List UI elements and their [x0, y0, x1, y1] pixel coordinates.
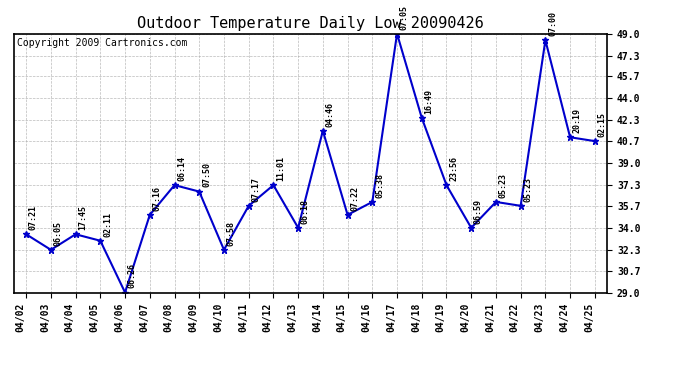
- Text: 11:01: 11:01: [276, 156, 285, 181]
- Text: 07:16: 07:16: [152, 186, 161, 211]
- Text: 07:17: 07:17: [251, 177, 260, 202]
- Text: 17:45: 17:45: [79, 205, 88, 230]
- Text: 06:59: 06:59: [474, 199, 483, 223]
- Text: 06:05: 06:05: [54, 220, 63, 246]
- Text: 07:50: 07:50: [202, 162, 211, 188]
- Text: 04:46: 04:46: [326, 102, 335, 127]
- Text: 16:49: 16:49: [424, 88, 433, 114]
- Text: 07:05: 07:05: [400, 4, 408, 30]
- Text: 07:58: 07:58: [227, 220, 236, 246]
- Text: 05:23: 05:23: [524, 177, 533, 202]
- Text: 06:14: 06:14: [177, 156, 186, 181]
- Text: 06:18: 06:18: [301, 199, 310, 223]
- Text: 05:38: 05:38: [375, 173, 384, 198]
- Text: 06:26: 06:26: [128, 263, 137, 288]
- Text: Copyright 2009 Cartronics.com: Copyright 2009 Cartronics.com: [17, 38, 187, 48]
- Text: 02:15: 02:15: [598, 112, 607, 137]
- Text: 07:00: 07:00: [548, 11, 557, 36]
- Title: Outdoor Temperature Daily Low 20090426: Outdoor Temperature Daily Low 20090426: [137, 16, 484, 31]
- Text: 07:22: 07:22: [351, 186, 359, 211]
- Text: 20:19: 20:19: [573, 108, 582, 133]
- Text: 02:11: 02:11: [103, 211, 112, 237]
- Text: 23:56: 23:56: [449, 156, 458, 181]
- Text: 07:21: 07:21: [29, 205, 38, 230]
- Text: 05:23: 05:23: [499, 173, 508, 198]
